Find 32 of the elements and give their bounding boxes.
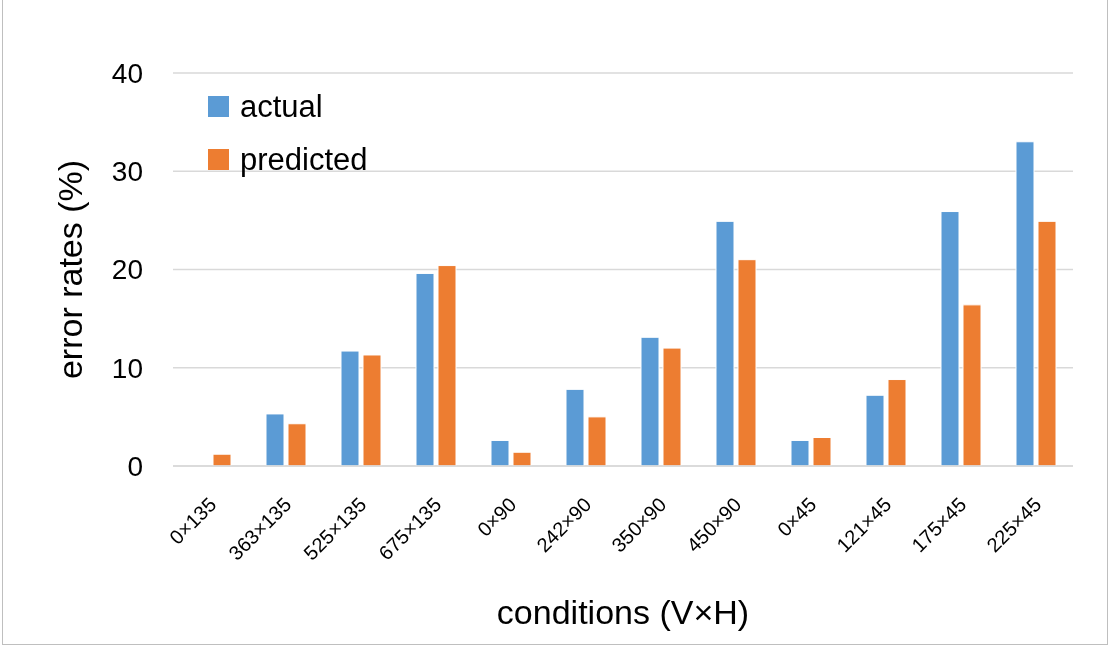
bar: [490, 439, 510, 466]
y-tick-label: 20: [111, 254, 143, 286]
bar: [212, 453, 232, 466]
bar: [940, 211, 960, 466]
y-tick-label: 0: [127, 450, 143, 482]
bar: [737, 259, 757, 466]
x-axis-title: conditions (V×H): [496, 593, 750, 631]
bar: [437, 265, 457, 466]
bar: [287, 423, 307, 466]
bar: [587, 416, 607, 466]
bar: [565, 388, 585, 466]
bar: [715, 220, 735, 466]
bar: [265, 413, 285, 466]
bar: [790, 439, 810, 466]
y-axis-title: error rates (%): [51, 159, 89, 380]
y-tick-label: 40: [111, 57, 143, 89]
bar: [962, 304, 982, 466]
bar: [812, 437, 832, 466]
bar: [362, 354, 382, 466]
bar: [865, 394, 885, 466]
bar: [1037, 220, 1057, 466]
legend-label: predicted: [240, 141, 368, 178]
bar: [662, 347, 682, 466]
bar: [640, 336, 660, 466]
bar: [512, 451, 532, 466]
bar: [340, 350, 360, 466]
y-tick-label: 10: [111, 352, 143, 384]
bar: [415, 272, 435, 466]
bar: [1015, 141, 1035, 466]
y-tick-label: 30: [111, 156, 143, 188]
bar: [887, 379, 907, 466]
legend-label: actual: [240, 88, 323, 125]
